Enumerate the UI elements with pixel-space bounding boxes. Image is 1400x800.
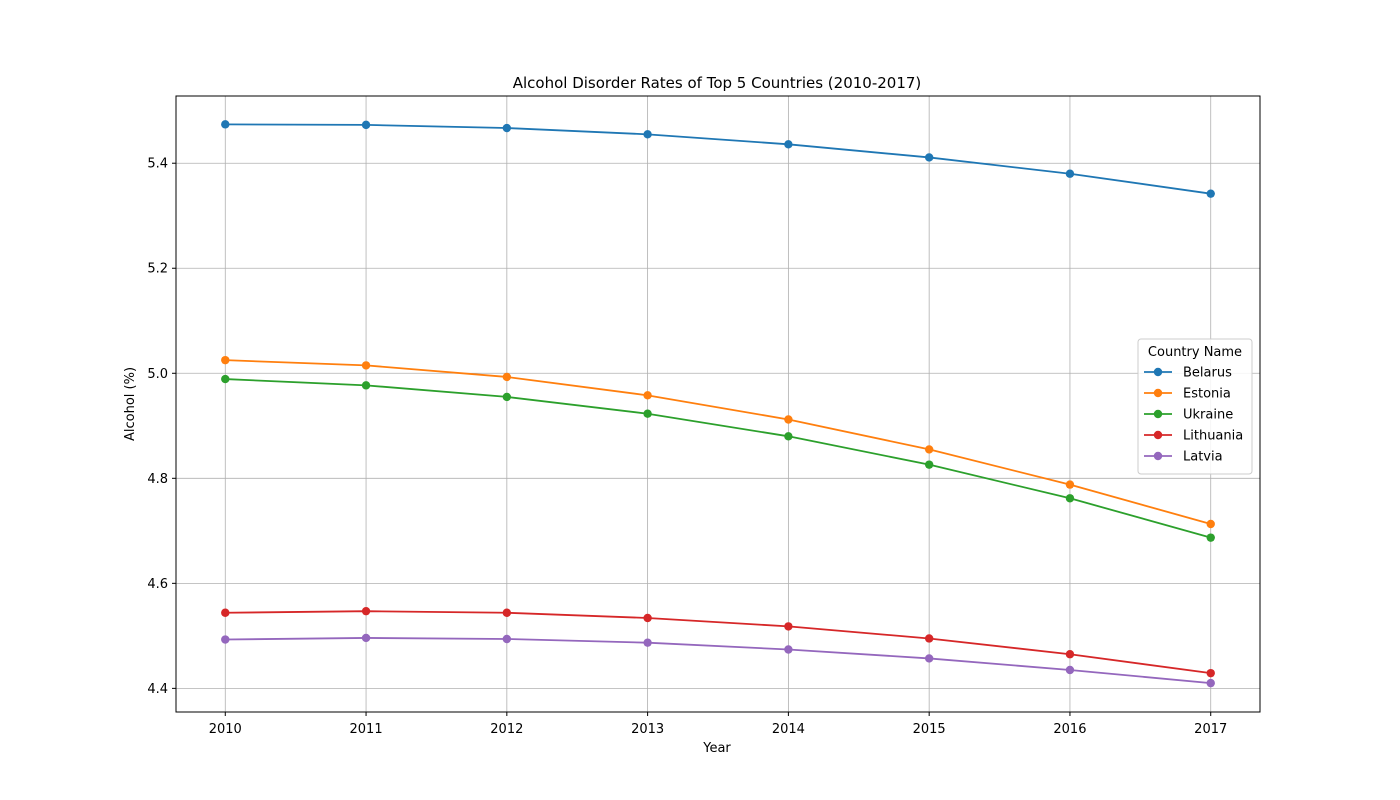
legend-label-latvia: Latvia xyxy=(1183,450,1223,465)
plot-frame xyxy=(175,95,1261,713)
legend-label-ukraine: Ukraine xyxy=(1183,408,1233,423)
axes-layer: 2010 2011 2012 2013 2014 2015 2016 2017 4.4 4.6 4.… xyxy=(147,95,1261,737)
data-point-belarus xyxy=(1206,189,1215,198)
y-tick-label: 4.4 xyxy=(147,682,168,697)
x-tick-label: 2012 xyxy=(490,722,523,737)
y-axis-label: Alcohol (%) xyxy=(123,367,138,441)
data-point-estonia xyxy=(1065,480,1075,489)
legend-marker-estonia xyxy=(1153,388,1163,398)
x-tick-label: 2013 xyxy=(631,722,664,737)
legend-marker-lithuania xyxy=(1153,430,1163,440)
data-point-latvia xyxy=(643,638,652,647)
data-point-ukraine xyxy=(221,374,230,384)
data-point-belarus xyxy=(361,120,371,130)
series-line-ukraine xyxy=(225,378,1211,539)
data-point-estonia xyxy=(784,415,793,424)
y-tick-label: 5.4 xyxy=(147,157,168,172)
data-point-lithuania xyxy=(502,608,512,617)
data-point-ukraine xyxy=(924,460,934,469)
data-point-belarus xyxy=(784,140,793,149)
data-point-lithuania xyxy=(643,613,652,623)
data-point-lithuania xyxy=(361,606,371,616)
x-tick-label: 2010 xyxy=(209,722,242,737)
data-point-latvia xyxy=(924,654,934,663)
data-point-lithuania xyxy=(221,608,230,617)
data-point-belarus xyxy=(924,153,934,162)
series-line-latvia xyxy=(225,637,1211,685)
data-point-ukraine xyxy=(502,392,512,402)
series-line-estonia xyxy=(225,359,1211,525)
y-tick-label: 4.8 xyxy=(147,472,168,487)
legend: Country Name Belarus Estonia Ukraine Lithuan… xyxy=(1137,338,1253,475)
data-point-latvia xyxy=(784,645,793,654)
legend-label-belarus: Belarus xyxy=(1183,366,1232,381)
data-point-latvia xyxy=(221,635,230,644)
grid-layer xyxy=(176,96,1260,712)
x-tick-label: 2011 xyxy=(350,722,383,737)
data-point-estonia xyxy=(643,391,652,400)
legend-label-lithuania: Lithuania xyxy=(1183,429,1243,444)
x-axis-label: Year xyxy=(702,741,731,756)
x-tick-label: 2017 xyxy=(1194,722,1227,737)
data-point-ukraine xyxy=(361,381,371,390)
data-point-estonia xyxy=(361,361,371,370)
data-point-lithuania xyxy=(784,622,793,631)
legend-label-estonia: Estonia xyxy=(1183,387,1231,402)
data-point-belarus xyxy=(502,123,512,133)
legend-marker-latvia xyxy=(1153,451,1163,461)
data-point-lithuania xyxy=(1065,650,1075,659)
data-point-estonia xyxy=(502,372,512,382)
data-point-ukraine xyxy=(784,432,793,441)
y-tick-label: 4.6 xyxy=(147,577,168,592)
y-tick-label: 5.0 xyxy=(147,367,168,382)
data-point-lithuania xyxy=(924,634,934,643)
data-point-lithuania xyxy=(1206,668,1215,678)
x-tick-label: 2014 xyxy=(772,722,805,737)
chart-title: Alcohol Disorder Rates of Top 5 Countrie… xyxy=(513,74,922,92)
series-line-belarus xyxy=(225,123,1211,195)
data-point-latvia xyxy=(1206,678,1215,688)
data-point-ukraine xyxy=(1065,494,1075,503)
data-point-belarus xyxy=(643,130,652,139)
data-point-ukraine xyxy=(1206,533,1215,542)
legend-marker-ukraine xyxy=(1153,409,1163,419)
data-point-belarus xyxy=(221,120,230,129)
data-point-latvia xyxy=(361,633,371,643)
legend-title: Country Name xyxy=(1148,345,1242,360)
series-line-lithuania xyxy=(225,610,1211,675)
y-tick-label: 5.2 xyxy=(147,262,168,277)
data-point-estonia xyxy=(1206,519,1215,529)
legend-marker-belarus xyxy=(1153,367,1163,377)
data-point-latvia xyxy=(1065,665,1075,675)
data-point-belarus xyxy=(1065,169,1075,178)
data-point-ukraine xyxy=(643,409,652,418)
data-point-estonia xyxy=(924,445,934,454)
x-tick-label: 2016 xyxy=(1053,722,1086,737)
data-point-latvia xyxy=(502,634,512,644)
series-layer xyxy=(221,120,1215,688)
data-point-estonia xyxy=(221,355,230,365)
x-tick-label: 2015 xyxy=(913,722,946,737)
